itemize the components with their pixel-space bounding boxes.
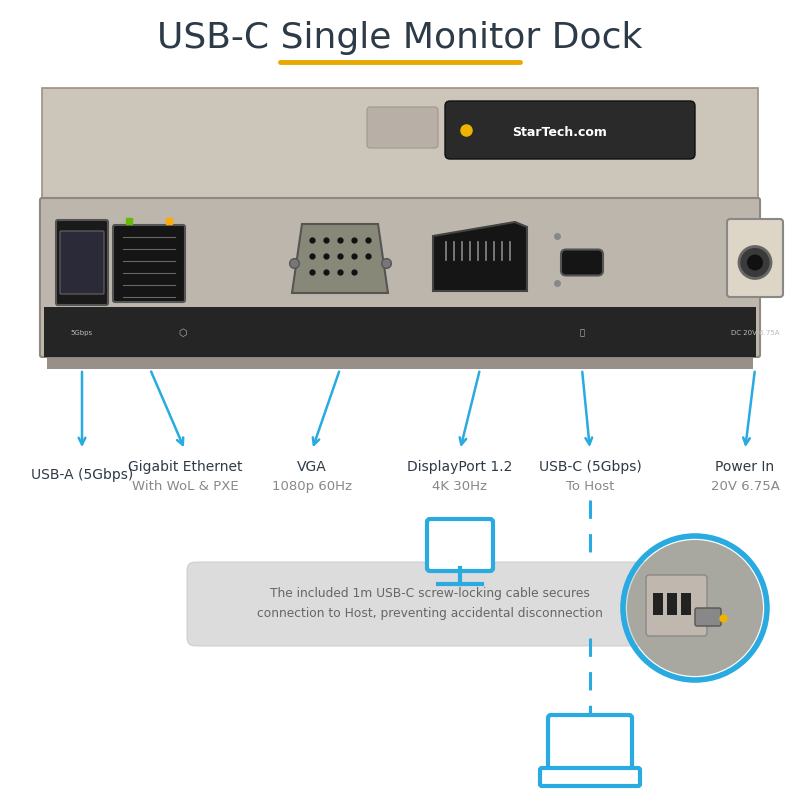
FancyBboxPatch shape [56,220,108,305]
FancyBboxPatch shape [445,101,695,159]
Circle shape [627,540,763,676]
Bar [44,307,756,357]
Text: USB-A (5Gbps): USB-A (5Gbps) [31,468,133,482]
Text: VGA: VGA [297,460,327,474]
Circle shape [739,246,771,278]
FancyBboxPatch shape [548,715,632,773]
Text: With WoL & PXE: With WoL & PXE [132,480,238,493]
Text: 4K 30Hz: 4K 30Hz [433,480,487,493]
Text: DisplayPort 1.2: DisplayPort 1.2 [407,460,513,474]
Text: Gigabit Ethernet: Gigabit Ethernet [128,460,242,474]
Text: 5Gbps: 5Gbps [71,330,93,336]
FancyBboxPatch shape [646,575,707,636]
Text: DC 20V 6.75A: DC 20V 6.75A [730,330,779,336]
Text: StarTech.com: StarTech.com [513,126,607,138]
Polygon shape [433,222,527,291]
Text: Ⓓ: Ⓓ [579,329,585,338]
Text: ⬡: ⬡ [178,328,187,338]
Text: Power In: Power In [715,460,774,474]
FancyBboxPatch shape [540,768,640,786]
FancyBboxPatch shape [60,231,104,294]
Text: The included 1m USB-C screw-locking cable secures
connection to Host, preventing: The included 1m USB-C screw-locking cabl… [257,587,603,621]
Text: 1080p 60Hz: 1080p 60Hz [272,480,352,493]
Text: 20V 6.75A: 20V 6.75A [710,480,779,493]
FancyBboxPatch shape [367,107,438,148]
Text: USB-C (5Gbps): USB-C (5Gbps) [538,460,642,474]
FancyBboxPatch shape [561,250,603,275]
FancyBboxPatch shape [695,608,721,626]
FancyBboxPatch shape [40,198,760,357]
Polygon shape [292,224,388,293]
FancyBboxPatch shape [427,519,493,571]
Circle shape [747,254,763,270]
Text: To Host: To Host [566,480,614,493]
Bar [681,593,691,615]
Bar [653,593,663,615]
FancyBboxPatch shape [187,562,673,646]
Bar [667,593,677,615]
Text: USB-C Single Monitor Dock: USB-C Single Monitor Dock [158,21,642,55]
Bar [47,357,753,369]
Polygon shape [42,88,758,200]
FancyBboxPatch shape [727,219,783,297]
FancyBboxPatch shape [113,225,185,302]
